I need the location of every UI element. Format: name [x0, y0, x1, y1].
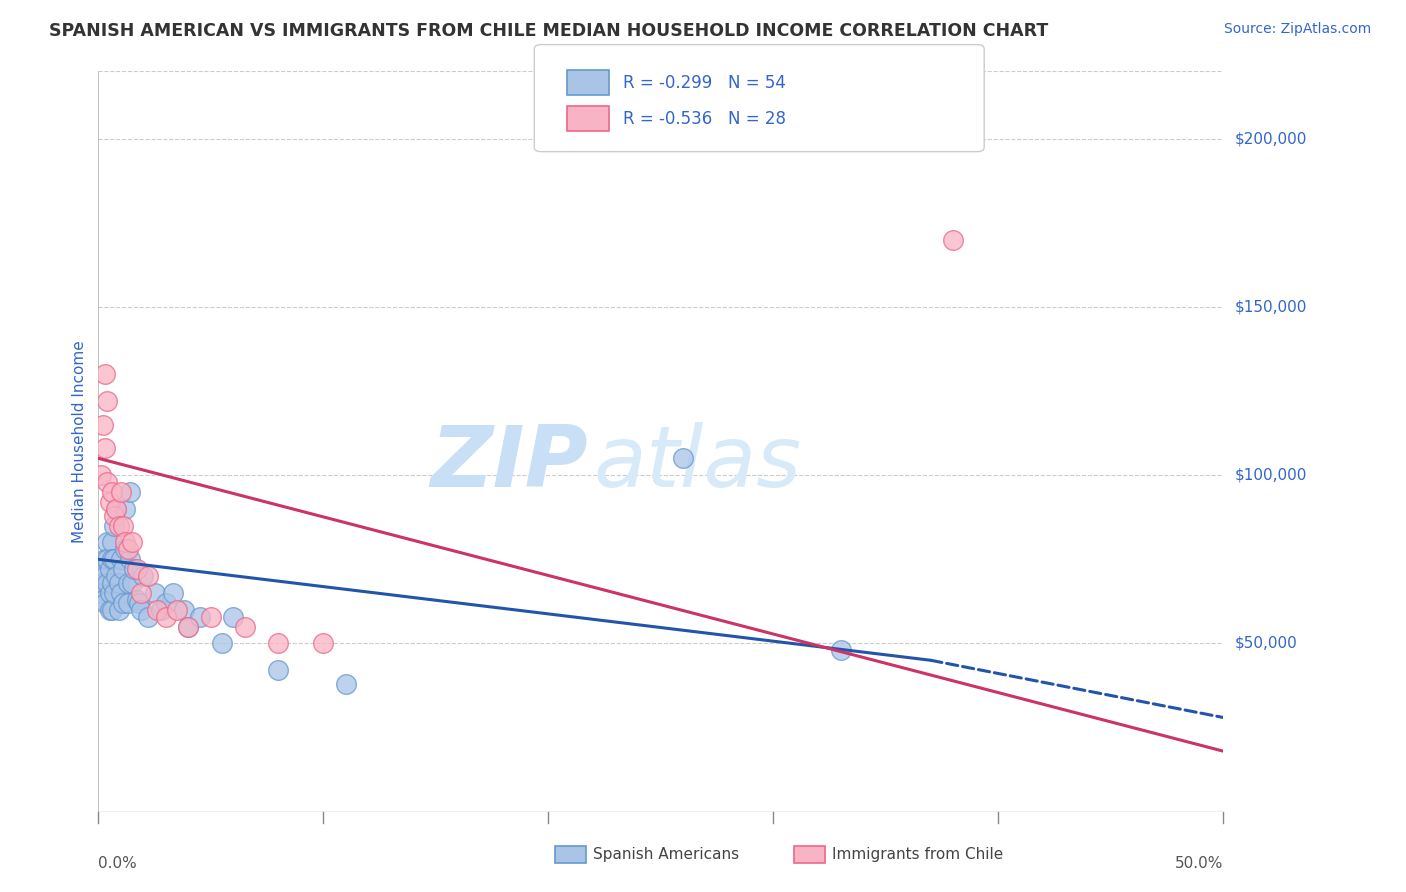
Point [177, 619, 200, 633]
Point [124, 562, 146, 576]
Point [222, 609, 245, 624]
Point [107, 518, 129, 533]
Point [155, 609, 177, 624]
Point [672, 451, 695, 466]
Point [98, 562, 121, 576]
Text: 0.0%: 0.0% [98, 856, 138, 871]
Point [830, 643, 852, 657]
Point [177, 619, 200, 633]
Text: Source: ZipAtlas.com: Source: ZipAtlas.com [1223, 22, 1371, 37]
Point [132, 569, 155, 583]
Point [162, 586, 184, 600]
Point [96, 535, 118, 549]
Point [114, 542, 136, 557]
Point [200, 609, 222, 624]
Point [117, 596, 139, 610]
Point [129, 586, 152, 600]
Point [91, 575, 114, 590]
Point [90, 468, 112, 483]
Point [105, 569, 128, 583]
Point [96, 394, 118, 409]
Point [94, 596, 117, 610]
Point [143, 586, 166, 600]
Point [98, 603, 121, 617]
Point [94, 368, 117, 382]
Point [312, 636, 335, 650]
Point [90, 562, 112, 576]
Point [125, 562, 148, 576]
Point [942, 233, 965, 247]
Point [98, 495, 121, 509]
Point [101, 603, 124, 617]
Point [112, 562, 135, 576]
Point [117, 542, 139, 557]
Point [118, 485, 141, 500]
Point [101, 575, 124, 590]
Text: $200,000: $200,000 [1234, 131, 1306, 146]
Point [136, 609, 159, 624]
Point [166, 603, 188, 617]
Y-axis label: Median Household Income: Median Household Income [72, 340, 87, 543]
Point [103, 586, 125, 600]
Point [94, 442, 117, 456]
Point [103, 508, 125, 523]
Point [121, 535, 143, 549]
Point [110, 586, 132, 600]
Point [173, 603, 195, 617]
Point [118, 552, 141, 566]
Point [129, 603, 152, 617]
Point [107, 603, 129, 617]
Point [96, 475, 118, 489]
Point [155, 596, 177, 610]
Point [98, 586, 121, 600]
Text: $100,000: $100,000 [1234, 467, 1306, 483]
Point [233, 619, 256, 633]
Point [146, 603, 169, 617]
Text: ZIP: ZIP [430, 422, 588, 505]
Point [94, 552, 117, 566]
Point [105, 501, 128, 516]
Point [96, 575, 118, 590]
Text: Spanish Americans: Spanish Americans [593, 847, 740, 862]
Point [91, 417, 114, 432]
Point [188, 609, 211, 624]
Point [117, 575, 139, 590]
Point [114, 535, 136, 549]
Point [101, 535, 124, 549]
Point [91, 592, 114, 607]
Point [105, 501, 128, 516]
Point [110, 552, 132, 566]
Point [101, 552, 124, 566]
Point [211, 636, 233, 650]
Point [110, 485, 132, 500]
Text: atlas: atlas [593, 422, 801, 505]
Point [94, 569, 117, 583]
Point [96, 552, 118, 566]
Text: SPANISH AMERICAN VS IMMIGRANTS FROM CHILE MEDIAN HOUSEHOLD INCOME CORRELATION CH: SPANISH AMERICAN VS IMMIGRANTS FROM CHIL… [49, 22, 1049, 40]
Point [107, 575, 129, 590]
Point [128, 596, 150, 610]
Point [114, 501, 136, 516]
Point [267, 636, 290, 650]
Point [121, 575, 143, 590]
Point [112, 518, 135, 533]
Text: $150,000: $150,000 [1234, 300, 1306, 314]
Point [136, 569, 159, 583]
Text: R = -0.536   N = 28: R = -0.536 N = 28 [623, 110, 786, 128]
Text: R = -0.299   N = 54: R = -0.299 N = 54 [623, 74, 786, 92]
Point [101, 485, 124, 500]
Text: Immigrants from Chile: Immigrants from Chile [832, 847, 1004, 862]
Point [335, 677, 357, 691]
Point [112, 596, 135, 610]
Point [103, 518, 125, 533]
Point [267, 664, 290, 678]
Point [90, 586, 112, 600]
Text: $50,000: $50,000 [1234, 636, 1298, 651]
Point [150, 603, 173, 617]
Text: 50.0%: 50.0% [1175, 856, 1223, 871]
Point [103, 552, 125, 566]
Point [125, 592, 148, 607]
